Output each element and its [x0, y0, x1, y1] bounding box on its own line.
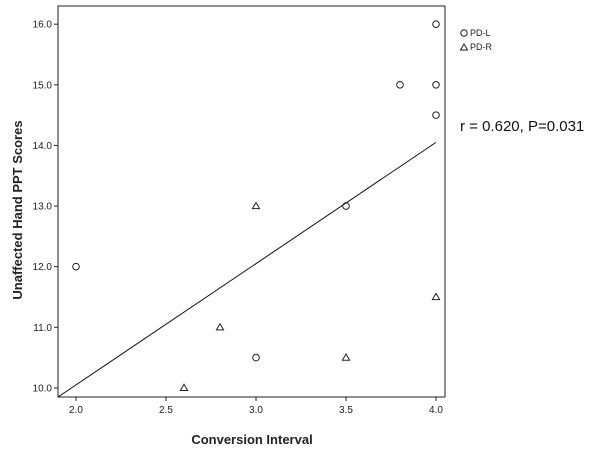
point-pd-r: [179, 383, 189, 392]
point-pd-l: [432, 20, 440, 28]
x-tick-label: 2.0: [69, 405, 83, 416]
point-pd-l: [342, 202, 350, 210]
point-pd-r: [251, 201, 261, 210]
point-pd-r: [215, 322, 225, 331]
legend-marker-pd-l: [460, 29, 468, 37]
legend-label-pd-l: PD-L: [470, 28, 491, 38]
axes: [57, 5, 446, 398]
legend-marker-pd-r: [459, 43, 469, 51]
legend: PD-L PD-R: [459, 28, 492, 52]
point-pd-l: [252, 353, 260, 362]
plot-frame: [57, 5, 446, 398]
x-tick-label: 3.5: [339, 405, 353, 416]
fit-line: [57, 141, 437, 398]
y-tick-label: 13.0: [33, 202, 53, 213]
correlation-annotation: r = 0.620, P=0.031: [460, 118, 584, 135]
point-pd-r: [341, 353, 351, 361]
y-tick-label: 11.0: [33, 323, 52, 334]
x-axis-title: Conversion Interval: [191, 432, 312, 447]
point-pd-l: [396, 81, 404, 89]
y-tick-label: 14.0: [33, 141, 53, 152]
y-tick-label: 12.0: [33, 262, 53, 273]
x-tick-label: 3.0: [249, 405, 263, 416]
x-tick-label: 4.0: [429, 405, 443, 416]
legend-label-pd-r: PD-R: [470, 42, 492, 52]
x-tick-label: 2.5: [159, 405, 173, 416]
point-pd-l: [72, 262, 80, 271]
y-axis-title: Unaffected Hand PPT Scores: [10, 120, 25, 299]
point-pd-r: [431, 292, 441, 301]
point-pd-l: [432, 81, 440, 89]
fit-line-group: [57, 141, 437, 398]
ticks: 2.0 2.5 3.0 3.5 4.0 10.0 11.0 12.0 13.0 14.0 15.0 1…: [33, 20, 444, 416]
data-points: [72, 20, 441, 392]
y-tick-label: 10.0: [33, 383, 53, 394]
y-tick-label: 16.0: [33, 20, 53, 31]
point-pd-l: [432, 111, 440, 119]
y-tick-label: 15.0: [33, 80, 53, 91]
